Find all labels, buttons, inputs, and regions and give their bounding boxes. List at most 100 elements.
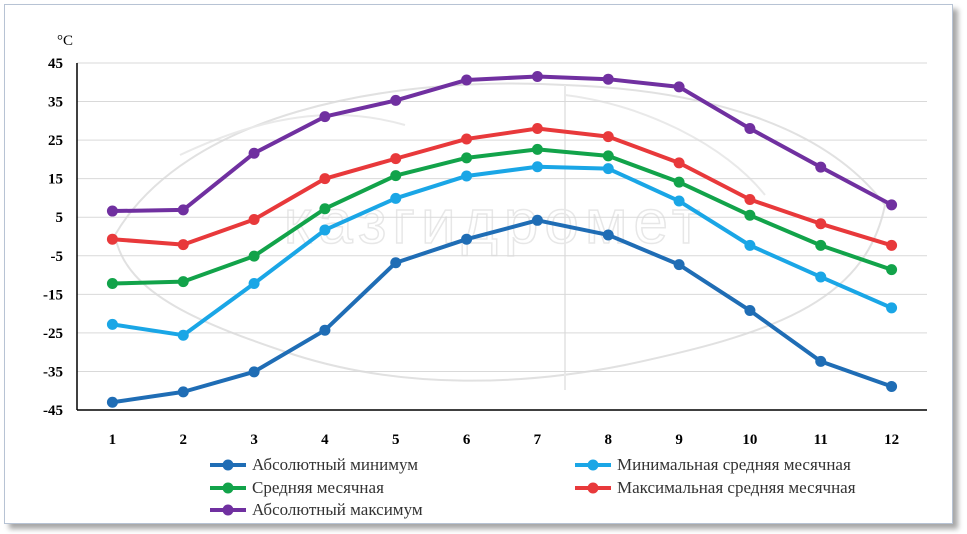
y-tick-label: 25 — [48, 133, 63, 149]
chart-frame: казгидромет 1 2 3 4 5 6 7 8 9 10 11 12 45 35 25 15 5 -5-… — [4, 4, 953, 524]
x-tick-label: 10 — [742, 432, 757, 448]
data-point — [531, 161, 543, 173]
y-axis-unit: °C — [57, 33, 73, 49]
data-point — [815, 355, 827, 367]
data-point — [744, 305, 756, 317]
data-point — [602, 131, 614, 143]
data-point — [531, 123, 543, 135]
legend-label: Абсолютный минимум — [252, 455, 418, 474]
x-tick-label: 3 — [250, 432, 258, 448]
data-point — [886, 380, 898, 392]
legend-item: Средняя месячная — [210, 478, 384, 497]
data-point — [815, 239, 827, 251]
x-tick-label: 6 — [463, 432, 471, 448]
legend-label: Абсолютный максимум — [252, 500, 423, 519]
data-point — [106, 278, 118, 290]
legend-label: Минимальная средняя месячная — [617, 455, 851, 474]
data-point — [673, 81, 685, 93]
series-3 — [106, 143, 898, 290]
x-tick-label: 1 — [109, 432, 117, 448]
x-tick-label: 12 — [884, 432, 899, 448]
series-line — [112, 126, 893, 248]
legend-item: Минимальная средняя месячная — [575, 455, 851, 474]
data-point — [886, 239, 898, 251]
data-point — [106, 233, 118, 245]
data-point — [886, 264, 898, 276]
data-point — [248, 147, 260, 159]
legend-label: Максимальная средняя месячная — [617, 478, 856, 497]
data-point — [390, 170, 402, 182]
y-tick-label: 45 — [48, 56, 63, 72]
data-point — [602, 150, 614, 162]
data-point — [390, 94, 402, 106]
data-point — [177, 239, 189, 251]
data-point — [177, 276, 189, 288]
series-5 — [106, 70, 898, 217]
data-point — [602, 229, 614, 241]
watermark-map: казгидромет — [113, 82, 887, 390]
x-tick-label: 5 — [392, 432, 400, 448]
data-point — [744, 239, 756, 251]
data-point — [673, 157, 685, 169]
data-point — [461, 74, 473, 86]
data-point — [248, 366, 260, 378]
y-tick-label: 15 — [48, 172, 63, 188]
series-line — [112, 218, 893, 405]
data-point — [531, 143, 543, 155]
data-point — [390, 257, 402, 269]
y-tick-label: -15 — [43, 287, 63, 303]
data-point — [531, 214, 543, 226]
data-point — [319, 173, 331, 185]
data-point — [177, 329, 189, 341]
series-4 — [106, 123, 898, 251]
data-point — [673, 259, 685, 271]
data-point — [319, 203, 331, 215]
data-point — [106, 318, 118, 330]
x-tick-label: 11 — [814, 432, 828, 448]
series-group — [106, 70, 898, 408]
data-point — [177, 386, 189, 398]
y-axis: 45 35 25 15 5 -5 -15 -25 -35 -45 — [43, 56, 78, 419]
data-point — [248, 250, 260, 262]
x-axis: 1 2 3 4 5 6 7 8 9 10 11 12 — [109, 432, 899, 448]
legend-swatch-marker — [222, 459, 234, 471]
y-tick-label: -35 — [43, 364, 63, 380]
legend-swatch-marker — [222, 504, 234, 516]
legend-item: Абсолютный минимум — [210, 455, 418, 474]
legend-item: Максимальная средняя месячная — [575, 478, 856, 497]
data-point — [319, 224, 331, 236]
legend-swatch-marker — [587, 482, 599, 494]
x-tick-label: 9 — [675, 432, 683, 448]
data-point — [461, 152, 473, 164]
data-point — [886, 199, 898, 211]
data-point — [106, 396, 118, 408]
y-tick-label: 35 — [48, 95, 63, 111]
data-point — [744, 193, 756, 205]
legend: Абсолютный минимум Минимальная средняя ме… — [210, 455, 856, 519]
data-point — [673, 195, 685, 207]
data-point — [744, 209, 756, 221]
y-tick-label: 5 — [56, 210, 64, 226]
data-point — [673, 176, 685, 188]
data-point — [744, 123, 756, 135]
data-point — [602, 73, 614, 85]
x-tick-label: 7 — [534, 432, 542, 448]
data-point — [106, 205, 118, 217]
series-2 — [106, 161, 898, 341]
series-1 — [106, 214, 898, 408]
data-point — [248, 278, 260, 290]
data-point — [602, 163, 614, 175]
y-tick-label: -25 — [43, 326, 63, 342]
data-point — [461, 233, 473, 245]
data-point — [461, 133, 473, 145]
series-line — [112, 74, 893, 214]
series-line — [112, 147, 893, 286]
data-point — [319, 111, 331, 123]
legend-label: Средняя месячная — [252, 478, 384, 497]
legend-item: Абсолютный максимум — [210, 500, 423, 519]
legend-swatch-marker — [587, 459, 599, 471]
y-tick-label: -45 — [43, 403, 63, 419]
legend-swatch-marker — [222, 482, 234, 494]
series-line — [112, 164, 893, 338]
x-tick-label: 8 — [605, 432, 613, 448]
